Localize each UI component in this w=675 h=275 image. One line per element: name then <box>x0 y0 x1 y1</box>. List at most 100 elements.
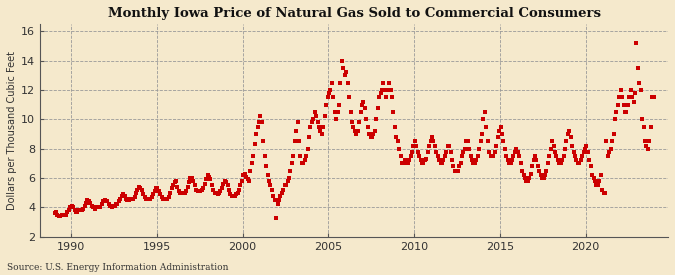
Point <box>302 146 313 151</box>
Point <box>641 144 652 148</box>
Point <box>80 201 91 205</box>
Point <box>481 124 491 129</box>
Point <box>152 186 163 191</box>
Point <box>544 154 555 158</box>
Point <box>204 174 215 179</box>
Point <box>313 120 323 124</box>
Point <box>262 173 273 177</box>
Point <box>173 189 184 193</box>
Point <box>400 158 410 163</box>
Point <box>89 207 100 211</box>
Point <box>358 100 369 104</box>
Point <box>350 129 360 133</box>
Point <box>450 169 460 173</box>
Point <box>521 179 532 183</box>
Point <box>295 154 306 158</box>
Point <box>323 91 334 95</box>
Point <box>511 146 522 151</box>
Point <box>464 146 475 151</box>
Point <box>424 144 435 148</box>
Point <box>488 154 499 158</box>
Point <box>338 66 349 70</box>
Point <box>184 180 194 185</box>
Point <box>65 205 76 210</box>
Point <box>431 149 441 154</box>
Point <box>625 88 636 92</box>
Point <box>115 196 126 201</box>
Point <box>66 204 77 208</box>
Point <box>107 205 117 210</box>
Point <box>359 105 370 110</box>
Point <box>618 102 629 107</box>
Point <box>111 202 122 207</box>
Point <box>301 154 312 158</box>
Point <box>364 132 375 136</box>
Point <box>213 191 224 195</box>
Point <box>418 161 429 166</box>
Point <box>446 149 456 154</box>
Point <box>185 176 196 180</box>
Point <box>472 154 483 158</box>
Point <box>405 154 416 158</box>
Point <box>429 144 440 148</box>
Point <box>69 208 80 213</box>
Point <box>254 120 265 124</box>
Point <box>51 210 61 214</box>
Point <box>228 193 239 198</box>
Point <box>648 95 659 100</box>
Point <box>340 73 350 78</box>
Point <box>362 124 373 129</box>
Point <box>268 193 279 198</box>
Point <box>78 207 88 211</box>
Point <box>58 213 69 217</box>
Point <box>267 188 277 192</box>
Point <box>155 192 166 196</box>
Point <box>288 154 299 158</box>
Point <box>439 154 450 158</box>
Point <box>212 192 223 196</box>
Point <box>611 110 622 114</box>
Point <box>231 192 242 196</box>
Point <box>599 191 610 195</box>
Point <box>113 199 124 204</box>
Point <box>79 204 90 208</box>
Point <box>199 182 210 186</box>
Point <box>351 132 362 136</box>
Point <box>348 124 358 129</box>
Point <box>410 139 421 144</box>
Point <box>411 144 422 148</box>
Point <box>102 199 113 204</box>
Point <box>205 177 216 182</box>
Point <box>122 198 133 202</box>
Point <box>215 189 226 193</box>
Point <box>341 70 352 75</box>
Point <box>526 164 537 169</box>
Point <box>497 132 508 136</box>
Point <box>354 120 364 124</box>
Point <box>281 183 292 188</box>
Point <box>189 183 200 188</box>
Point <box>477 132 487 136</box>
Point <box>352 129 363 133</box>
Point <box>76 208 87 213</box>
Point <box>172 185 183 189</box>
Point <box>108 204 119 208</box>
Point <box>628 100 639 104</box>
Point <box>261 164 271 169</box>
Point <box>333 102 344 107</box>
Point <box>543 161 554 166</box>
Point <box>121 196 132 201</box>
Point <box>634 80 645 85</box>
Point <box>166 186 177 191</box>
Point <box>554 161 565 166</box>
Point <box>126 196 137 201</box>
Point <box>535 173 546 177</box>
Point <box>494 129 505 133</box>
Point <box>101 199 111 204</box>
Point <box>387 95 398 100</box>
Point <box>223 188 234 192</box>
Point <box>565 135 576 139</box>
Point <box>371 117 381 122</box>
Point <box>603 154 614 158</box>
Point <box>82 198 93 202</box>
